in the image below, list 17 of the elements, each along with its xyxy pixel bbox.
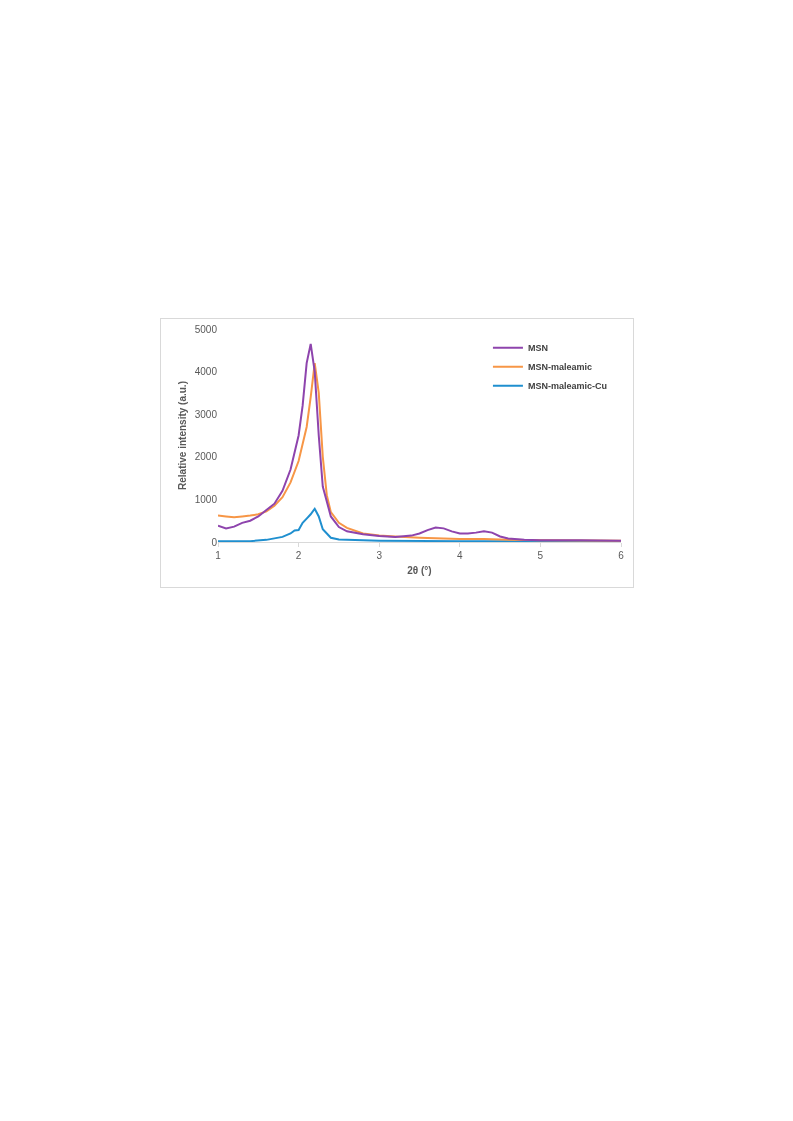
y-tick-label: 4000 (194, 366, 218, 378)
y-axis-title: Relative intensity (a.u.) (176, 381, 188, 490)
y-tick-label: 2000 (194, 451, 218, 463)
x-tick-label: 6 (618, 550, 625, 561)
x-tick-label: 1 (215, 550, 222, 561)
y-tick-label: 1000 (194, 493, 218, 505)
x-axis-title: 2θ (°) (407, 564, 432, 576)
legend-label: MSN-maleamic (527, 362, 592, 373)
y-tick-label: 3000 (194, 408, 218, 420)
x-tick-label: 4 (457, 550, 464, 561)
x-tick-label: 5 (537, 550, 544, 561)
legend-label: MSN (527, 343, 548, 354)
y-tick-label: 5000 (194, 323, 218, 335)
legend-label: MSN-maleamic-Cu (527, 381, 607, 392)
y-tick-label: 0 (211, 536, 218, 548)
x-tick-label: 2 (295, 550, 302, 561)
x-tick-label: 3 (376, 550, 383, 561)
